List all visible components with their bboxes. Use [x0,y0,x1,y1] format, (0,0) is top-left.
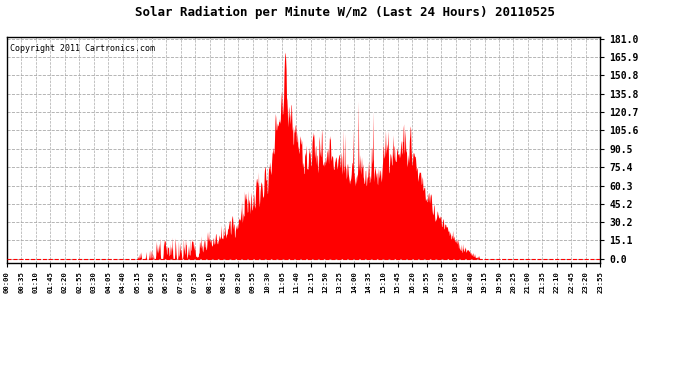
Text: Solar Radiation per Minute W/m2 (Last 24 Hours) 20110525: Solar Radiation per Minute W/m2 (Last 24… [135,6,555,19]
Text: Copyright 2011 Cartronics.com: Copyright 2011 Cartronics.com [10,44,155,53]
